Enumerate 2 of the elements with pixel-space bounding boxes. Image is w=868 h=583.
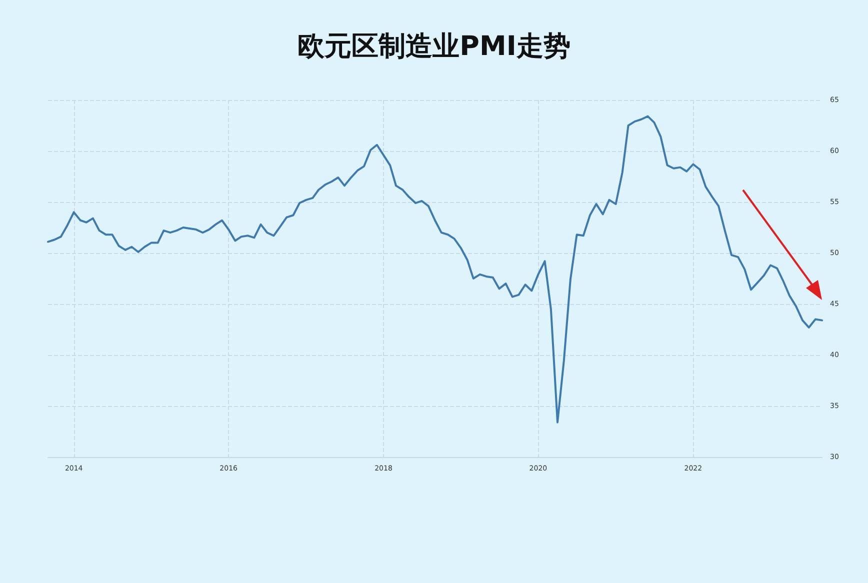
line-series: [47, 115, 823, 424]
chart-title: 欧元区制造业PMI走势: [298, 31, 570, 62]
